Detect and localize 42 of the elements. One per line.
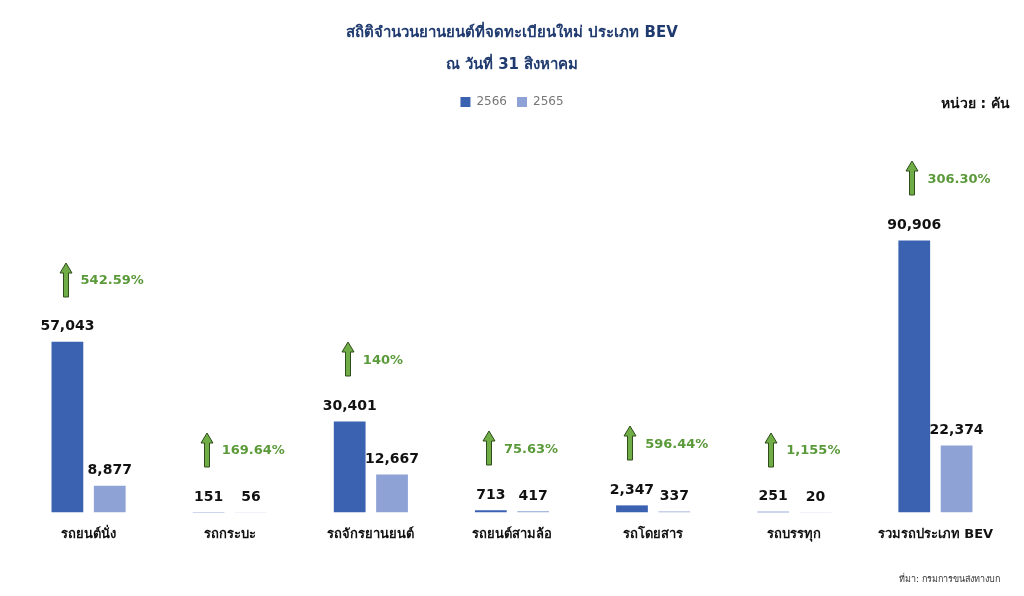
data-label: 337: [659, 487, 689, 504]
text: 306.30%: [927, 170, 991, 186]
legend-label: 2566: [476, 94, 508, 109]
x-tick-label: รถยนต์สามล้อ: [472, 525, 552, 541]
x-tick-label: รถจักรยานยนต์: [327, 525, 415, 541]
bar: [474, 510, 507, 513]
bar: [940, 445, 973, 513]
x-tick-label: รถบรรทุก: [767, 525, 822, 542]
chart-title: สถิติจำนวนยานยนต์ที่จดทะเบียนใหม่ ประเภท BEV: [345, 20, 679, 43]
annotation: 1,155%: [786, 442, 841, 458]
data-label: 20: [805, 487, 826, 504]
annotation: 542.59%: [80, 272, 144, 288]
data-label: 56: [241, 487, 261, 504]
data-label: 30,401: [322, 397, 377, 414]
data-label: 2,347: [609, 481, 655, 498]
data-label: 417: [518, 486, 548, 503]
data-label: 90,906: [887, 216, 942, 233]
data-label: 713: [476, 485, 506, 502]
data-label: 12,667: [365, 450, 420, 467]
x-tick-label: รถกระบะ: [203, 525, 256, 541]
bar: [333, 421, 366, 513]
x-tick-label: รถโดยสาร: [623, 524, 684, 541]
data-label: 57,043: [40, 317, 95, 334]
data-label: 151: [193, 487, 224, 504]
bar: [376, 474, 408, 513]
text: ที่มา: กรมการขนส่งทางบก: [899, 572, 1000, 586]
annotation: 169.64%: [221, 442, 285, 458]
data-label: 8,877: [87, 461, 132, 478]
annotation: 75.63%: [504, 440, 559, 456]
annotation: 596.44%: [645, 435, 709, 451]
data-label: 22,374: [929, 421, 984, 438]
text: หน่วย : คัน: [940, 94, 1010, 113]
bar: [616, 505, 648, 513]
chart-subtitle: ณ วันที่ 31 สิงหาคม: [444, 52, 580, 75]
x-tick-label: รวมรถประเภท BEV: [877, 525, 994, 541]
bar: [898, 240, 931, 513]
x-tick-label: รถยนต์นั่ง: [61, 523, 117, 541]
bar: [51, 341, 84, 513]
legend-label: 2565: [533, 94, 564, 109]
annotation: 140%: [362, 351, 404, 367]
data-label: 251: [758, 487, 788, 504]
bar: [93, 485, 126, 513]
